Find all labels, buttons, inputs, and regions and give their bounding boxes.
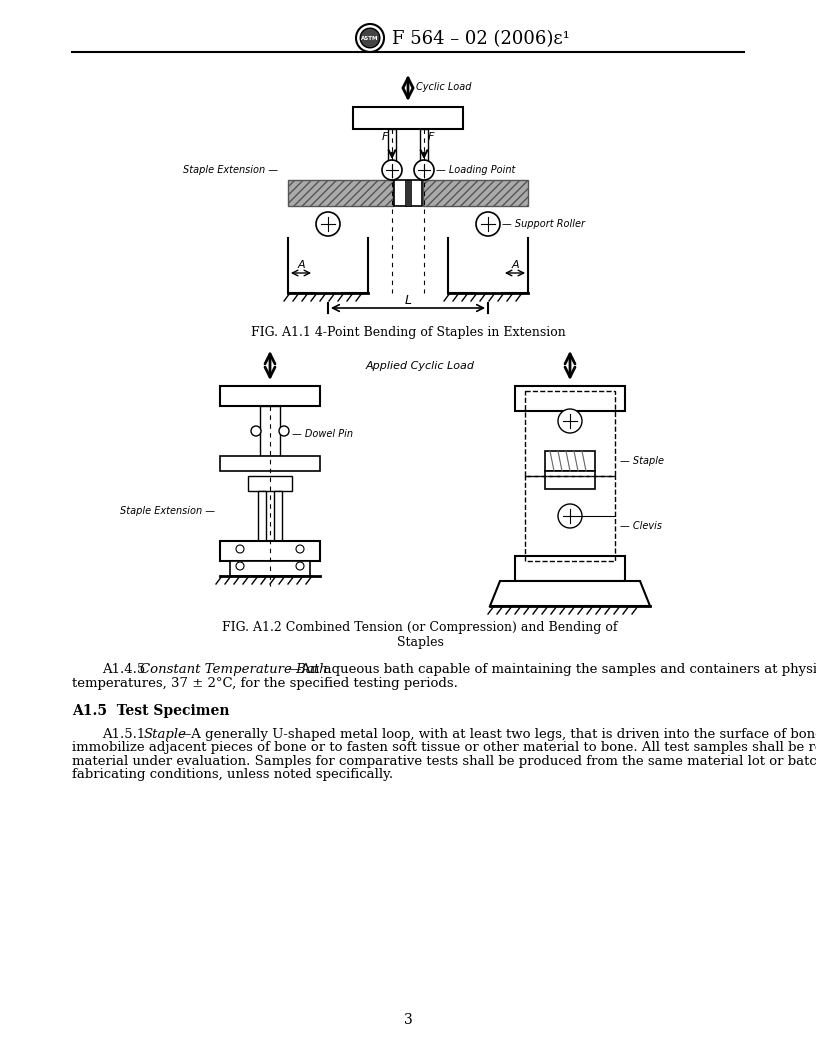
Circle shape: [476, 212, 500, 235]
Bar: [394, 180, 422, 206]
Circle shape: [251, 426, 261, 436]
Circle shape: [414, 161, 434, 180]
Text: A1.5.1: A1.5.1: [102, 728, 149, 741]
Text: Applied Cyclic Load: Applied Cyclic Load: [366, 361, 474, 371]
Text: — Loading Point: — Loading Point: [436, 165, 516, 175]
Text: Cyclic Load: Cyclic Load: [416, 82, 472, 92]
Circle shape: [356, 24, 384, 52]
Bar: [353, 107, 463, 129]
Text: fabricating conditions, unless noted specifically.: fabricating conditions, unless noted spe…: [72, 769, 393, 781]
Text: F: F: [382, 132, 388, 142]
Bar: [220, 386, 320, 406]
Bar: [525, 476, 615, 561]
Text: Staple: Staple: [144, 728, 187, 741]
Bar: [260, 406, 280, 456]
Circle shape: [360, 29, 379, 48]
Text: —An aqueous bath capable of maintaining the samples and containers at physiologi: —An aqueous bath capable of maintaining …: [288, 663, 816, 676]
Circle shape: [279, 426, 289, 436]
Text: temperatures, 37 ± 2°C, for the specified testing periods.: temperatures, 37 ± 2°C, for the specifie…: [72, 677, 458, 690]
Circle shape: [236, 562, 244, 570]
Text: — Dowel Pin: — Dowel Pin: [292, 429, 353, 439]
Bar: [230, 561, 310, 576]
Bar: [220, 541, 320, 561]
Text: Constant Temperature Bath: Constant Temperature Bath: [140, 663, 328, 676]
Text: A1.5  Test Specimen: A1.5 Test Specimen: [72, 703, 229, 717]
Circle shape: [558, 409, 582, 433]
Circle shape: [558, 504, 582, 528]
Text: —A generally U-shaped metal loop, with at least two legs, that is driven into th: —A generally U-shaped metal loop, with a…: [178, 728, 816, 741]
Text: A: A: [511, 260, 519, 270]
Circle shape: [236, 545, 244, 553]
Bar: [248, 476, 292, 491]
Circle shape: [296, 545, 304, 553]
Bar: [288, 180, 393, 206]
Text: FIG. A1.1 4-Point Bending of Staples in Extension: FIG. A1.1 4-Point Bending of Staples in …: [251, 326, 565, 339]
Text: F: F: [428, 132, 434, 142]
Bar: [515, 386, 625, 411]
Text: F 564 – 02 (2006)ε¹: F 564 – 02 (2006)ε¹: [392, 30, 570, 48]
Text: A: A: [297, 260, 305, 270]
Circle shape: [316, 212, 340, 235]
Text: — Support Roller: — Support Roller: [502, 219, 585, 229]
Bar: [423, 180, 528, 206]
Bar: [420, 129, 428, 164]
Text: ASTM: ASTM: [361, 37, 379, 41]
Bar: [545, 451, 595, 471]
Bar: [258, 491, 266, 541]
Text: 3: 3: [404, 1013, 412, 1027]
Bar: [388, 129, 396, 164]
Bar: [274, 491, 282, 541]
Polygon shape: [490, 581, 650, 606]
Bar: [525, 391, 615, 476]
Text: — Clevis: — Clevis: [620, 521, 662, 531]
Bar: [405, 180, 411, 206]
Bar: [220, 456, 320, 471]
Text: Staple Extension —: Staple Extension —: [120, 506, 215, 516]
Bar: [515, 557, 625, 581]
Text: immobilize adjacent pieces of bone or to fasten soft tissue or other material to: immobilize adjacent pieces of bone or to…: [72, 741, 816, 754]
Text: material under evaluation. Samples for comparative tests shall be produced from : material under evaluation. Samples for c…: [72, 755, 816, 768]
Text: L: L: [405, 294, 411, 306]
Text: FIG. A1.2 Combined Tension (or Compression) and Bending of
Staples: FIG. A1.2 Combined Tension (or Compressi…: [222, 621, 618, 649]
Text: — Staple: — Staple: [620, 456, 664, 466]
Bar: [545, 471, 595, 489]
Circle shape: [296, 562, 304, 570]
Circle shape: [382, 161, 402, 180]
Text: Staple Extension —: Staple Extension —: [183, 165, 278, 175]
Text: A1.4.5: A1.4.5: [102, 663, 149, 676]
